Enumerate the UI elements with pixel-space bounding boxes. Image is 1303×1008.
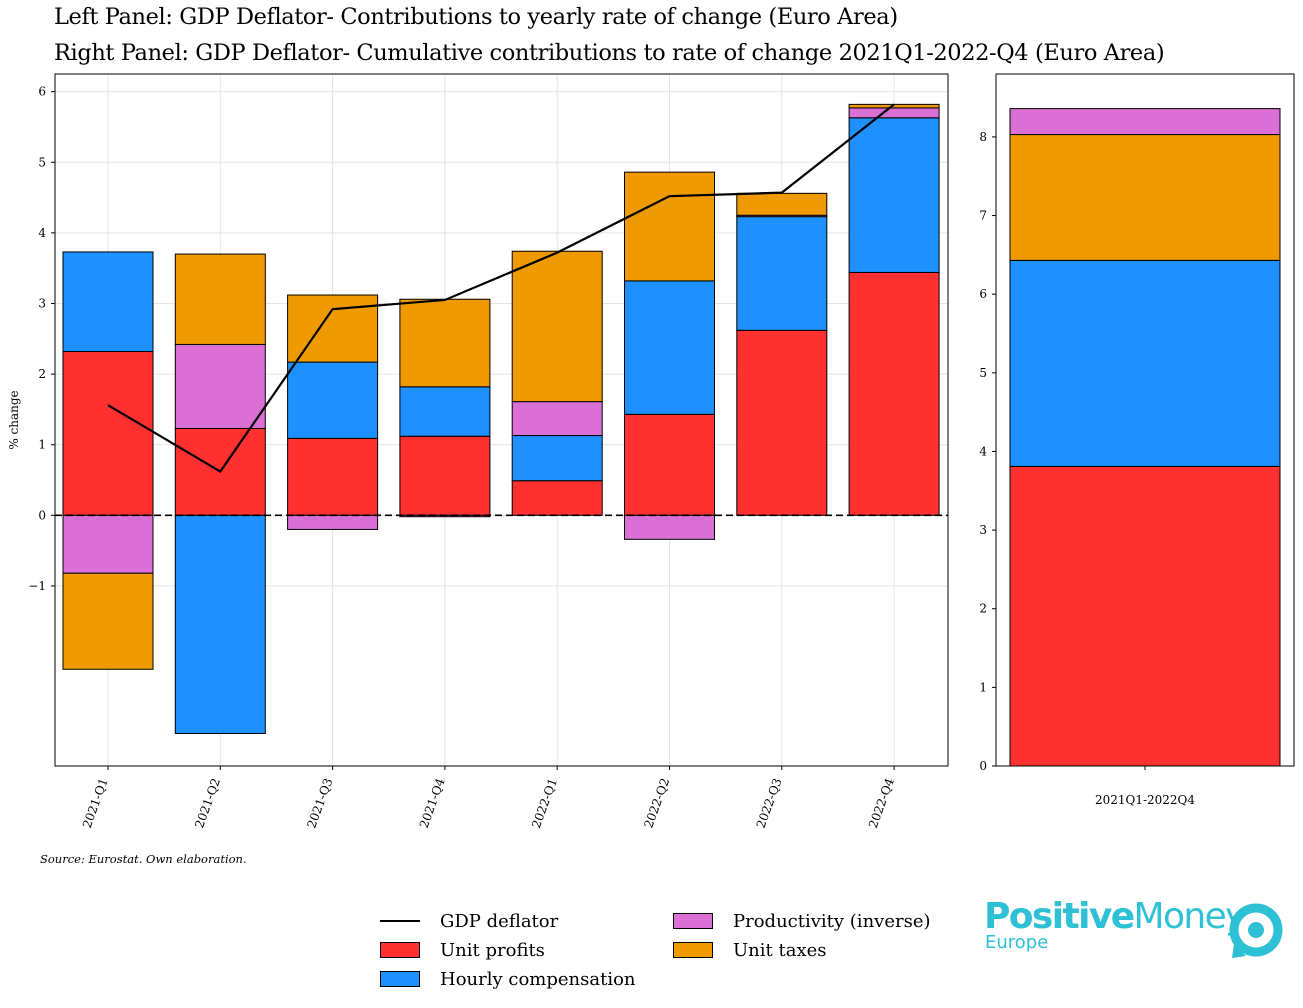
x-tick-label: 2021-Q2 [192, 776, 223, 830]
bar-hourly-compensation [287, 361, 379, 439]
y-tick-label: 1 [979, 680, 987, 694]
legend-item-hourly-compensation: Hourly compensation [380, 966, 636, 992]
legend-label-unit-profits: Unit profits [440, 939, 545, 961]
bar-unit-profits [736, 329, 828, 516]
legend-swatch-unit-profits [380, 942, 420, 958]
y-tick-label: 0 [38, 508, 46, 522]
bar-unit-taxes [62, 572, 154, 670]
bar-hourly-compensation [174, 514, 266, 735]
y-tick-label: 6 [979, 287, 987, 301]
y-tick-label: 4 [38, 226, 46, 240]
cumulative-bar-hourly-compensation [1009, 259, 1281, 467]
logo-eye-icon [1229, 903, 1283, 958]
y-tick-label: 5 [979, 366, 987, 380]
bar-unit-profits [62, 351, 154, 516]
x-tick-label: 2022-Q4 [866, 776, 897, 830]
x-tick-label: 2021-Q4 [417, 776, 448, 830]
positive-money-europe-logo: PositiveMoney Europe [984, 896, 1294, 966]
bar-productivity [174, 343, 266, 429]
right-panel-title: Right Panel: GDP Deflator- Cumulative co… [54, 40, 1165, 66]
legend-item-gdp-deflator: GDP deflator [380, 908, 558, 934]
legend-swatch-productivity [673, 913, 713, 929]
bar-hourly-compensation [848, 117, 940, 273]
bar-productivity [848, 107, 940, 119]
y-tick-label: 3 [38, 296, 46, 310]
legend-item-unit-profits: Unit profits [380, 937, 545, 963]
legend-line-swatch [380, 920, 420, 922]
y-tick-label: 6 [38, 85, 46, 99]
gdp-deflator-line [107, 103, 895, 474]
y-tick-label: 0 [979, 759, 987, 773]
bar-unit-taxes [287, 294, 379, 363]
bar-unit-taxes [399, 298, 491, 388]
right-panel: 0 1 2 3 4 5 6 7 8 2021Q1-2022Q4 [979, 73, 1295, 807]
logo-wordmark: PositiveMoney [984, 896, 1247, 937]
legend-label-productivity: Productivity (inverse) [733, 910, 931, 932]
legend: GDP deflator Unit profits Hourly compens… [380, 906, 970, 1002]
x-tick-label: 2021-Q1 [80, 776, 111, 830]
logo-word-money: Money [1133, 896, 1247, 937]
bar-unit-taxes [511, 250, 603, 403]
y-tick-label: 1 [38, 438, 46, 452]
y-axis-label: % change [7, 390, 21, 449]
cumulative-bar-unit-taxes [1009, 134, 1281, 261]
bar-unit-taxes [736, 192, 828, 216]
legend-label-hourly-compensation: Hourly compensation [440, 968, 636, 990]
y-tick-label: 5 [38, 155, 46, 169]
legend-swatch-hourly-compensation [380, 971, 420, 987]
bar-hourly-compensation [399, 386, 491, 437]
left-plot-frame [54, 73, 949, 767]
y-tick-label: 3 [979, 523, 987, 537]
y-tick-label: −1 [28, 579, 46, 593]
y-tick-label: 2 [979, 602, 987, 616]
legend-label-unit-taxes: Unit taxes [733, 939, 827, 961]
legend-item-unit-taxes: Unit taxes [673, 937, 826, 963]
cumulative-bar-productivity [1009, 108, 1281, 136]
y-tick-label: 8 [979, 130, 987, 144]
bar-productivity [287, 514, 379, 530]
x-tick-label: 2022-Q2 [641, 776, 672, 830]
y-tick-label: 2 [38, 367, 46, 381]
cumulative-bar-unit-profits [1009, 465, 1281, 767]
bar-hourly-compensation [736, 216, 828, 331]
bar-unit-taxes [174, 253, 266, 345]
left-panel: −1 0 1 2 3 4 5 6 2021-Q1 2021-Q2 2021-Q3 2021-Q4 202… [7, 73, 949, 830]
bar-unit-profits [287, 437, 379, 516]
y-tick-label: 4 [979, 444, 987, 458]
bar-productivity [624, 514, 715, 540]
bar-unit-profits [511, 480, 603, 516]
bar-productivity [511, 401, 603, 437]
x-tick-label: 2022-Q1 [529, 776, 560, 830]
legend-item-productivity: Productivity (inverse) [673, 908, 931, 934]
bar-hourly-compensation [511, 435, 603, 482]
bar-unit-profits [848, 271, 940, 516]
bar-unit-profits [399, 435, 491, 516]
bar-unit-profits [624, 413, 715, 516]
legend-label-gdp-deflator: GDP deflator [440, 910, 559, 932]
left-panel-title: Left Panel: GDP Deflator- Contributions … [54, 4, 898, 30]
logo-word-positive: Positive [984, 896, 1135, 937]
bar-hourly-compensation [62, 251, 154, 353]
legend-swatch-unit-taxes [673, 942, 713, 958]
x-tick-label: 2021-Q3 [304, 776, 335, 830]
x-tick-label: 2021Q1-2022Q4 [1095, 793, 1195, 807]
source-note: Source: Eurostat. Own elaboration. [40, 852, 247, 866]
bar-productivity [62, 514, 154, 574]
bar-hourly-compensation [624, 280, 715, 415]
x-tick-label: 2022-Q3 [754, 776, 785, 830]
y-tick-label: 7 [979, 209, 987, 223]
bar-unit-taxes [624, 171, 715, 282]
logo-subtitle: Europe [985, 932, 1049, 953]
